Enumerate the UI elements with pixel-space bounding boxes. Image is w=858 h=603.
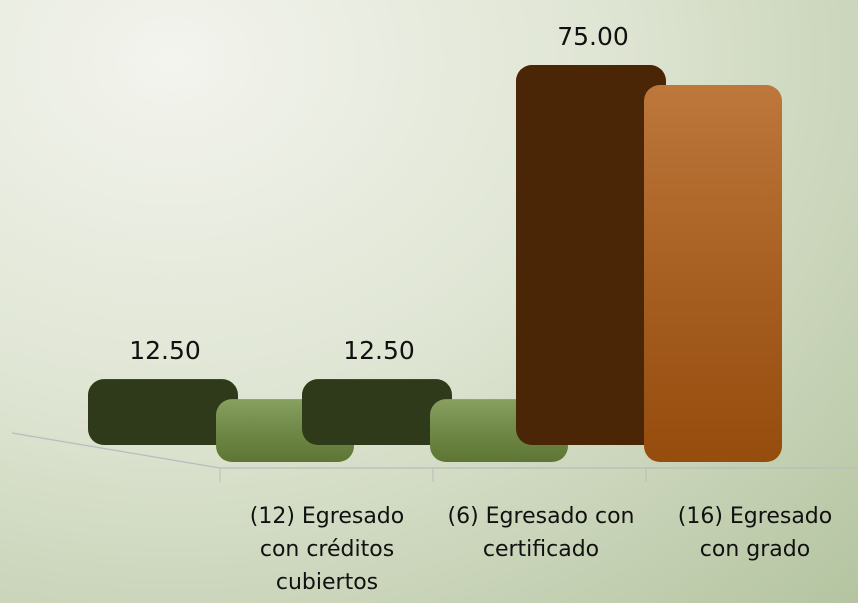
x-tick-label: (16) Egresado con grado	[677, 504, 833, 562]
x-tick-label: (12) Egresado con créditos cubiertos	[249, 504, 405, 595]
bar-side-shadow	[516, 65, 666, 445]
value-label: 12.50	[129, 336, 201, 365]
value-label: 12.50	[343, 336, 415, 365]
value-label: 75.00	[557, 22, 629, 51]
bar-front-shade	[644, 85, 782, 462]
bar	[516, 65, 782, 462]
bar	[302, 379, 568, 462]
bar-side-shadow	[302, 379, 452, 445]
x-tick-label: (6) Egresado con certificado	[447, 504, 635, 562]
bar-side-shadow	[88, 379, 238, 445]
